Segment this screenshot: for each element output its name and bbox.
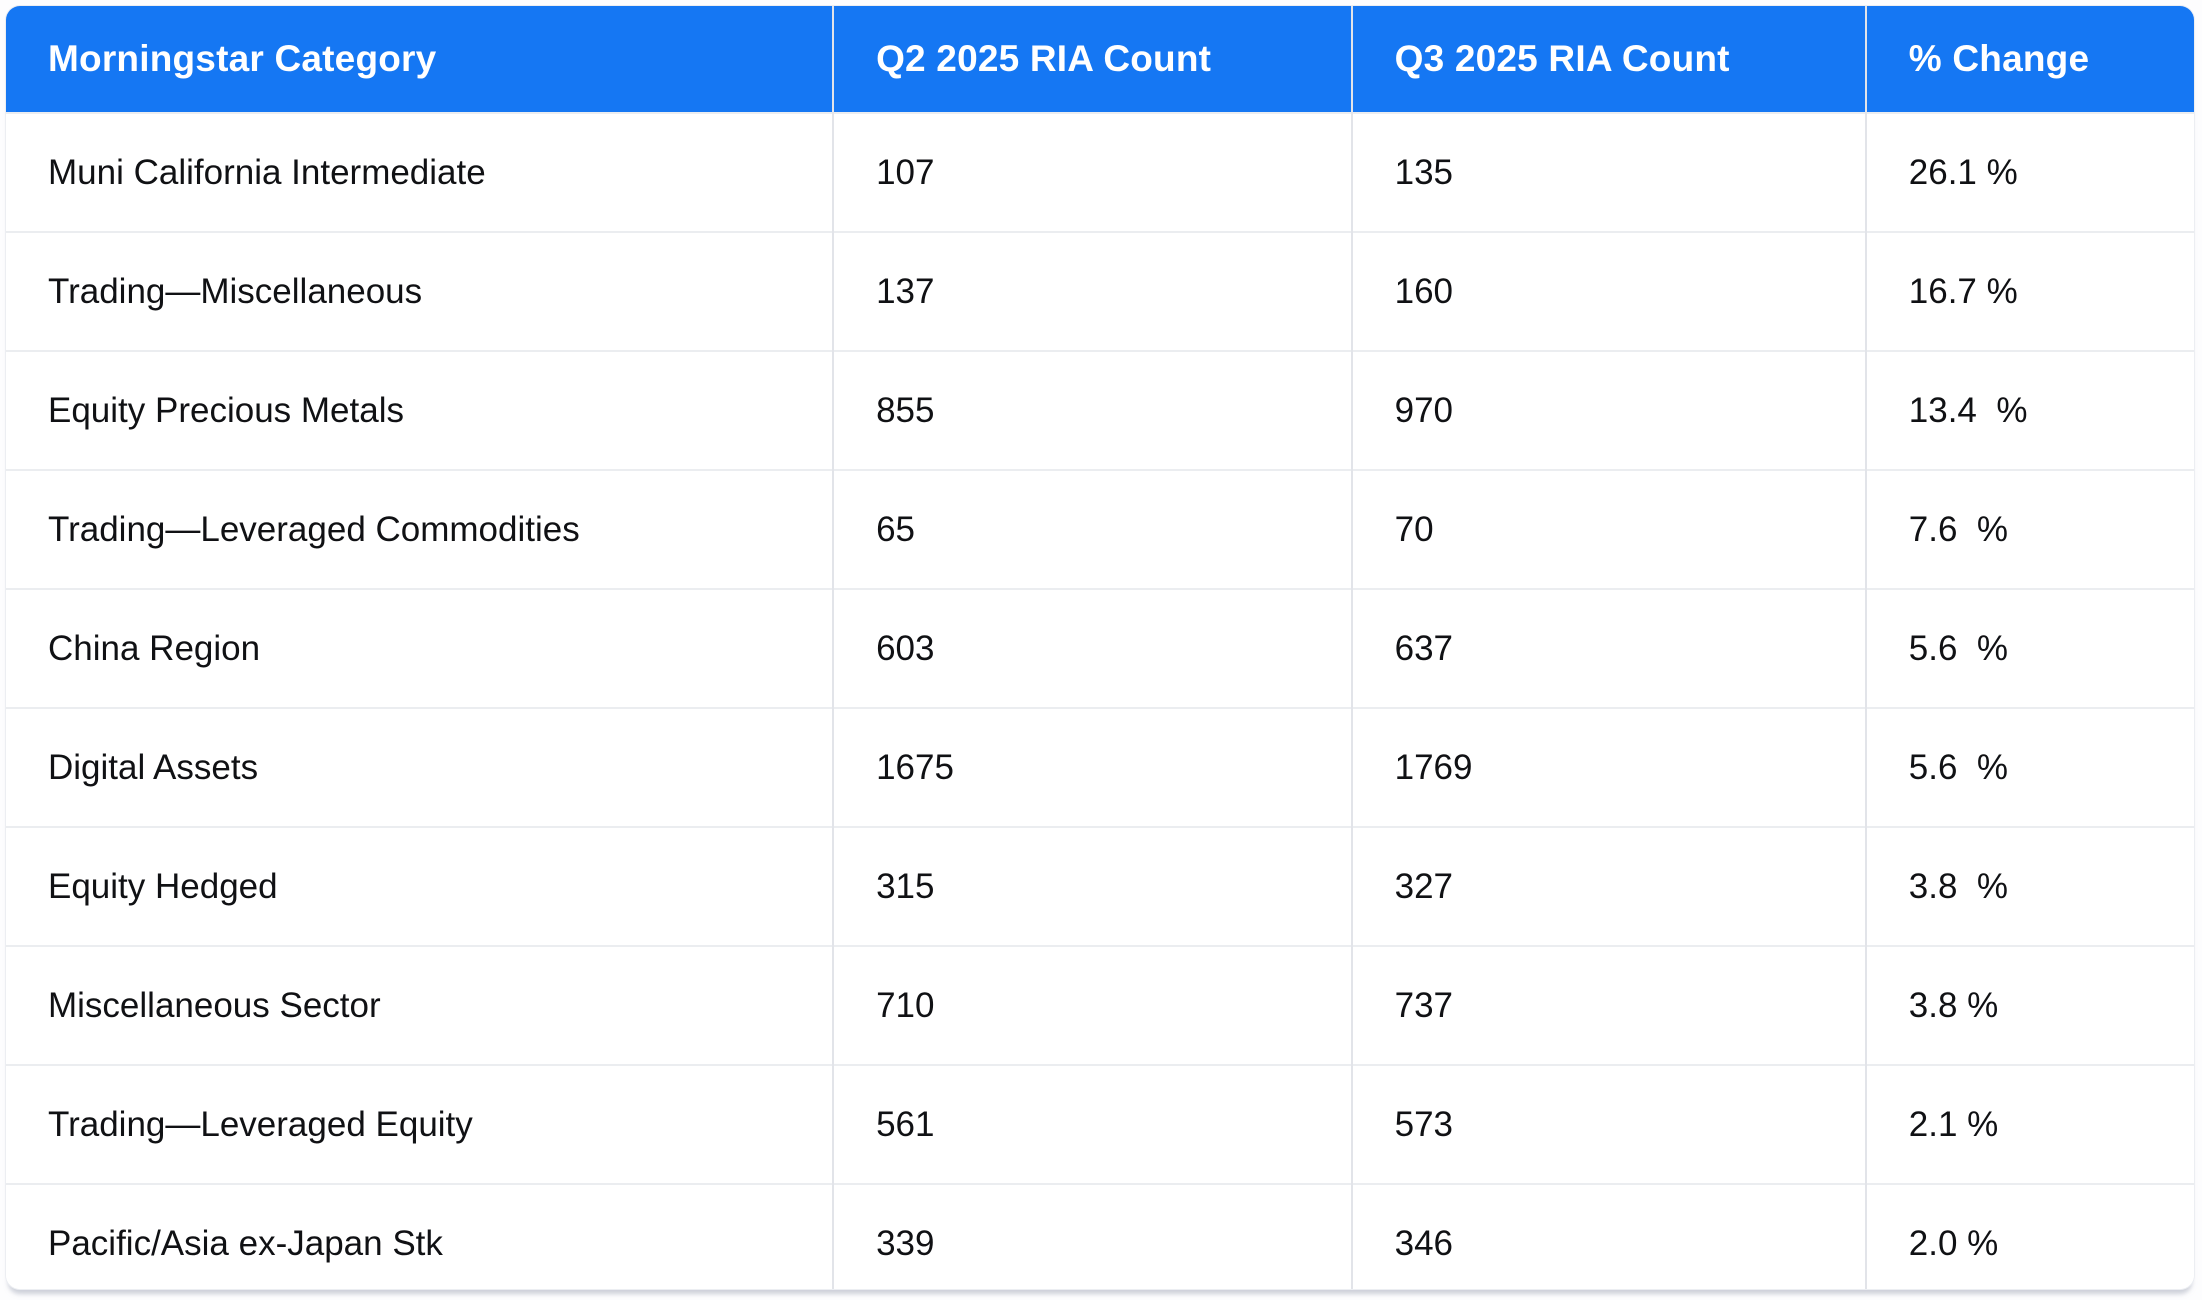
table-body: Muni California Intermediate 107 135 26.…	[6, 112, 2194, 1289]
q3-count-cell: 1769	[1350, 707, 1866, 827]
ria-count-table: Morningstar Category Q2 2025 RIA Count Q…	[6, 6, 2194, 1289]
pct-change-cell: 7.6 %	[1864, 469, 2194, 589]
pct-change-cell: 3.8 %	[1864, 826, 2194, 946]
category-cell: Muni California Intermediate	[6, 112, 834, 232]
category-cell: Trading—Leveraged Commodities	[6, 469, 834, 589]
q2-count-cell: 561	[832, 1064, 1352, 1184]
pct-change-cell: 3.8 %	[1864, 945, 2194, 1065]
pct-change-cell: 2.0 %	[1864, 1183, 2194, 1289]
column-header-pct-change: % Change	[1864, 6, 2194, 113]
table-row: Trading—Leveraged Equity 561 573 2.1 %	[6, 1064, 2194, 1184]
category-cell: Trading—Miscellaneous	[6, 231, 834, 351]
q2-count-cell: 107	[832, 112, 1352, 232]
pct-change-cell: 5.6 %	[1864, 588, 2194, 708]
category-cell: China Region	[6, 588, 834, 708]
q3-count-cell: 70	[1350, 469, 1866, 589]
q2-count-cell: 710	[832, 945, 1352, 1065]
table-row: Pacific/Asia ex-Japan Stk 339 346 2.0 %	[6, 1183, 2194, 1289]
q2-count-cell: 603	[832, 588, 1352, 708]
q2-count-cell: 315	[832, 826, 1352, 946]
q3-count-cell: 737	[1350, 945, 1866, 1065]
table-row: Trading—Leveraged Commodities 65 70 7.6 …	[6, 469, 2194, 589]
table-row: Trading—Miscellaneous 137 160 16.7 %	[6, 231, 2194, 351]
category-cell: Equity Hedged	[6, 826, 834, 946]
column-header-q2-2025-ria-count: Q2 2025 RIA Count	[832, 6, 1352, 113]
q3-count-cell: 327	[1350, 826, 1866, 946]
category-cell: Pacific/Asia ex-Japan Stk	[6, 1183, 834, 1289]
table-row: Miscellaneous Sector 710 737 3.8 %	[6, 945, 2194, 1065]
pct-change-cell: 2.1 %	[1864, 1064, 2194, 1184]
q3-count-cell: 970	[1350, 350, 1866, 470]
category-cell: Equity Precious Metals	[6, 350, 834, 470]
q2-count-cell: 339	[832, 1183, 1352, 1289]
table-row: Muni California Intermediate 107 135 26.…	[6, 112, 2194, 232]
header-row: Morningstar Category Q2 2025 RIA Count Q…	[6, 6, 2194, 113]
pct-change-cell: 26.1 %	[1864, 112, 2194, 232]
table-row: Equity Hedged 315 327 3.8 %	[6, 826, 2194, 946]
pct-change-cell: 13.4 %	[1864, 350, 2194, 470]
q3-count-cell: 160	[1350, 231, 1866, 351]
q3-count-cell: 573	[1350, 1064, 1866, 1184]
table-row: Digital Assets 1675 1769 5.6 %	[6, 707, 2194, 827]
pct-change-cell: 16.7 %	[1864, 231, 2194, 351]
category-cell: Trading—Leveraged Equity	[6, 1064, 834, 1184]
category-cell: Miscellaneous Sector	[6, 945, 834, 1065]
q3-count-cell: 637	[1350, 588, 1866, 708]
column-header-morningstar-category: Morningstar Category	[6, 6, 834, 113]
table-row: Equity Precious Metals 855 970 13.4 %	[6, 350, 2194, 470]
table-card: Morningstar Category Q2 2025 RIA Count Q…	[6, 6, 2194, 1289]
table-header: Morningstar Category Q2 2025 RIA Count Q…	[6, 6, 2194, 113]
table-row: China Region 603 637 5.6 %	[6, 588, 2194, 708]
category-cell: Digital Assets	[6, 707, 834, 827]
q3-count-cell: 346	[1350, 1183, 1866, 1289]
q2-count-cell: 855	[832, 350, 1352, 470]
q2-count-cell: 137	[832, 231, 1352, 351]
column-header-q3-2025-ria-count: Q3 2025 RIA Count	[1350, 6, 1866, 113]
pct-change-cell: 5.6 %	[1864, 707, 2194, 827]
q3-count-cell: 135	[1350, 112, 1866, 232]
q2-count-cell: 65	[832, 469, 1352, 589]
q2-count-cell: 1675	[832, 707, 1352, 827]
